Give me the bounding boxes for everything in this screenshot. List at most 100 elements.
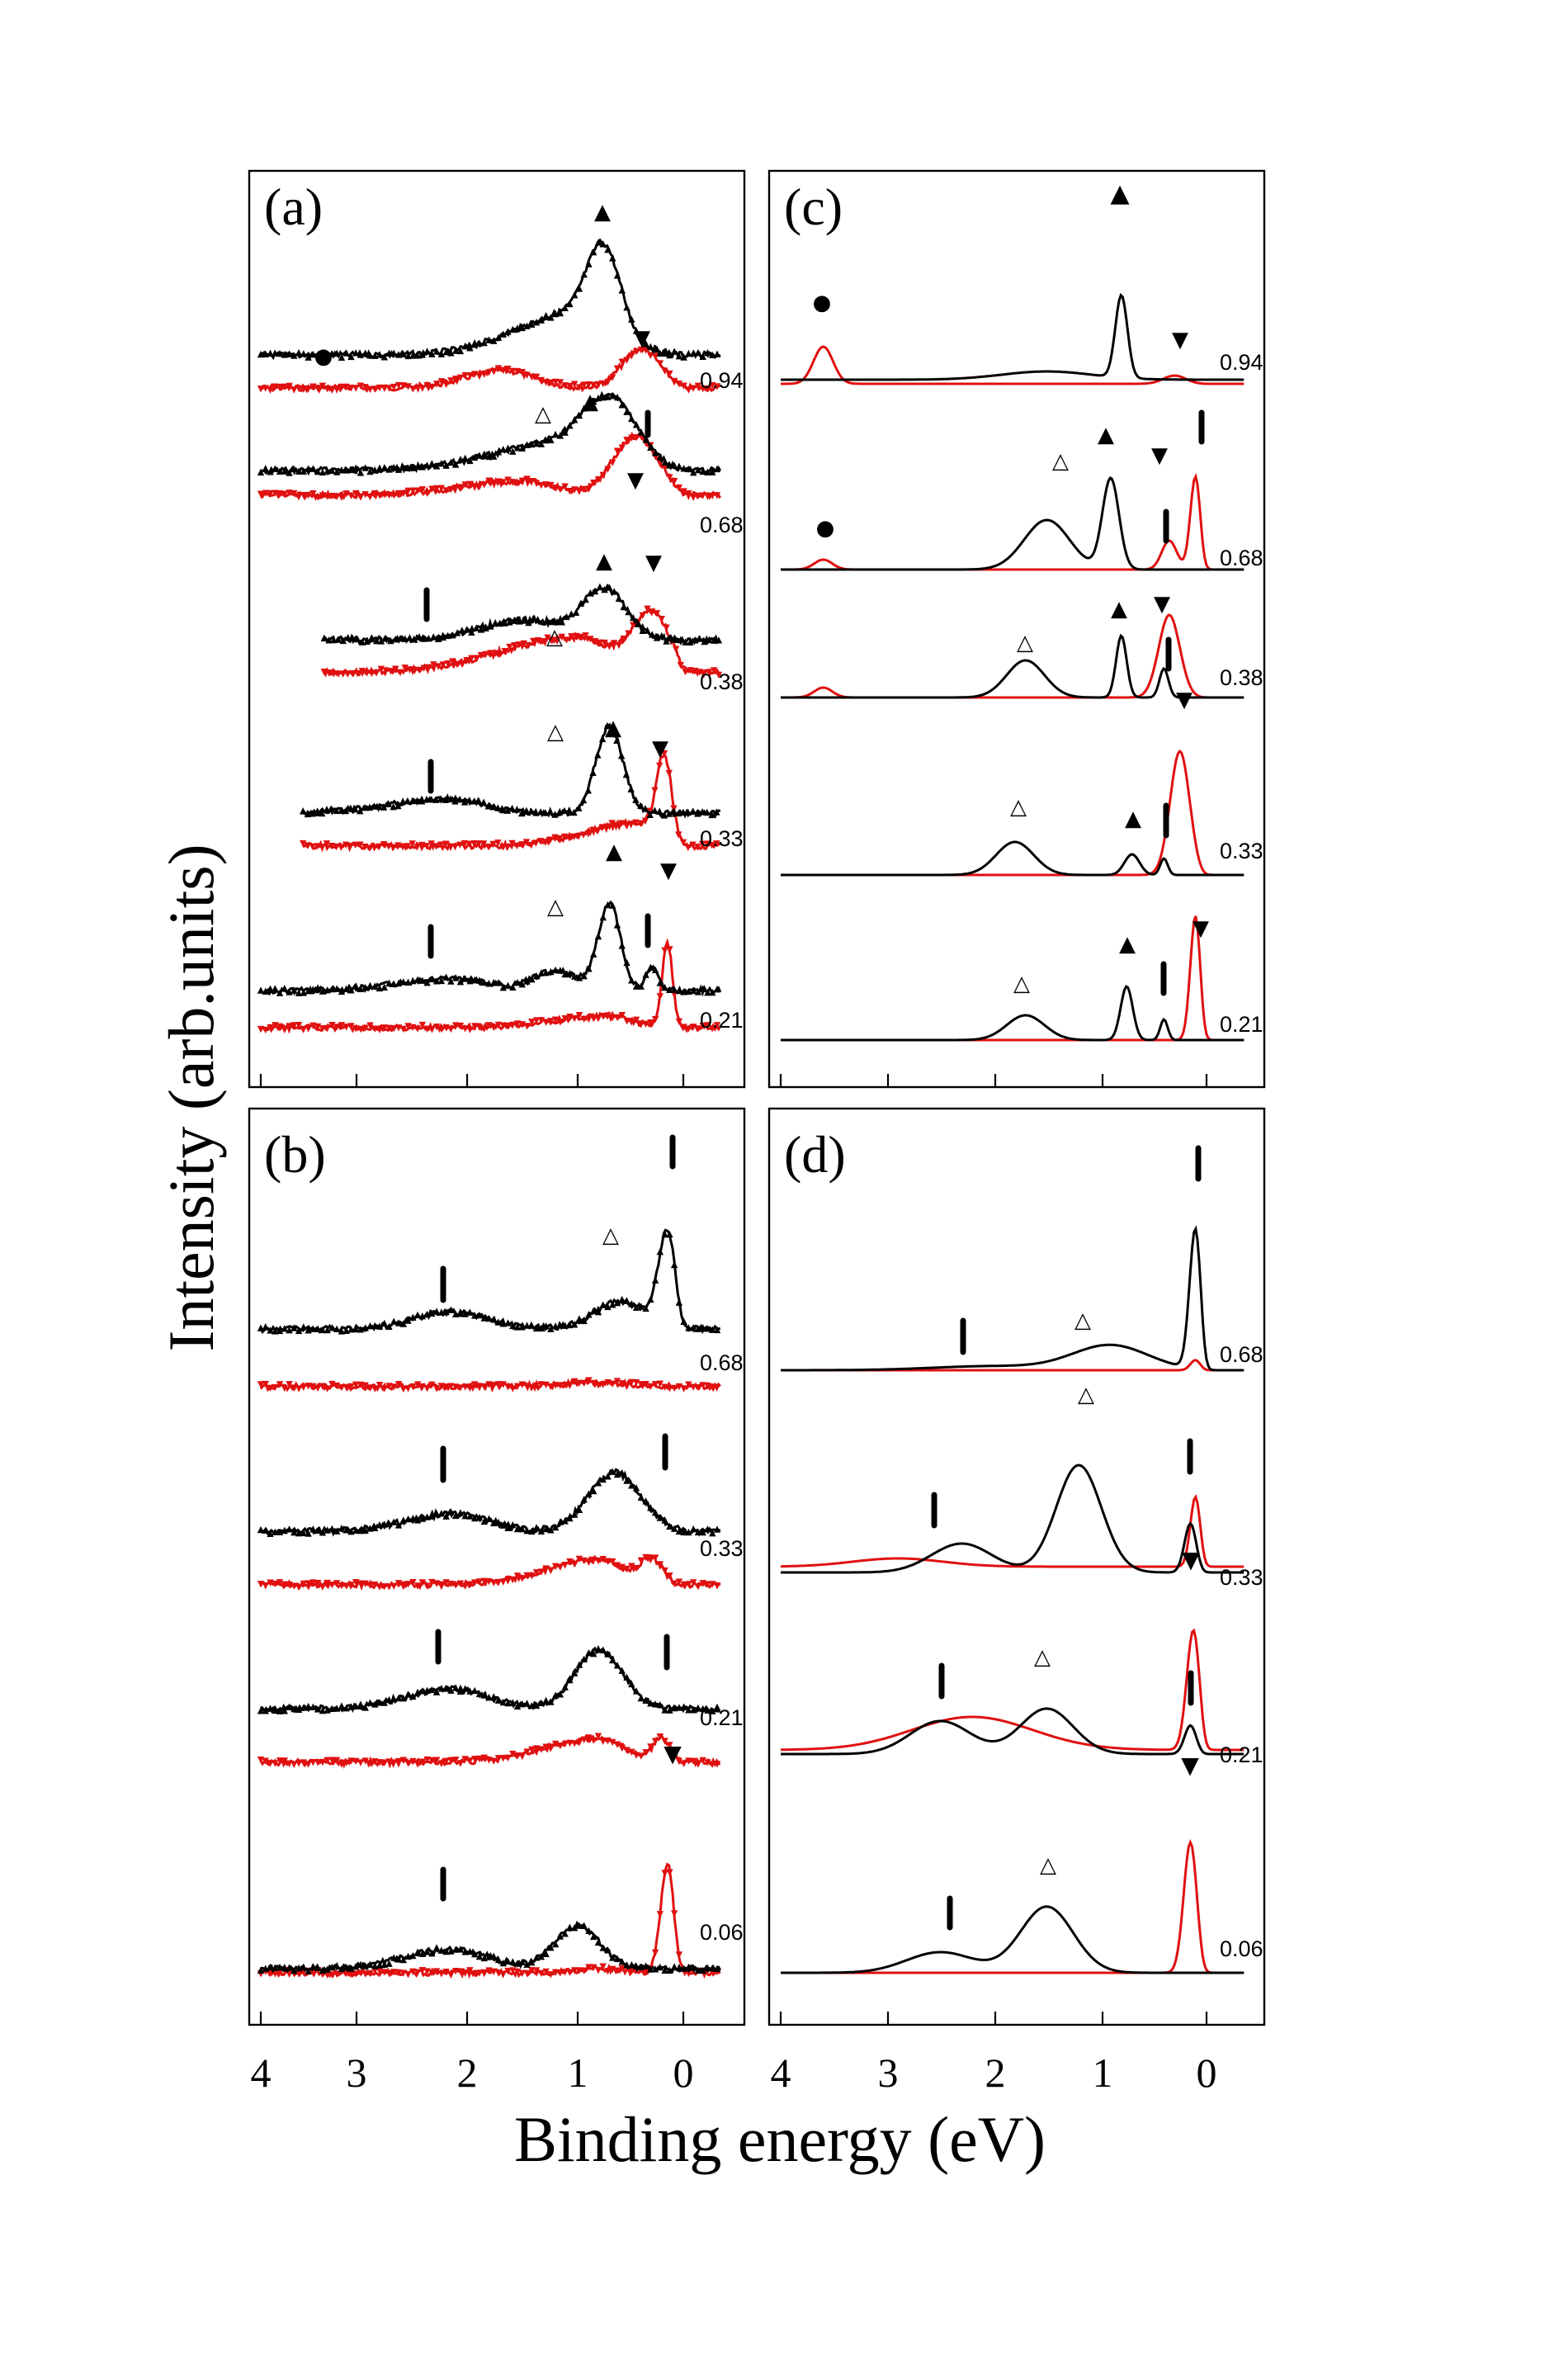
data-point: [713, 465, 721, 473]
series-red-0.33: [780, 1493, 1244, 1568]
data-point: [328, 1582, 336, 1589]
data-point: [547, 1567, 555, 1575]
data-point: [713, 1525, 721, 1533]
data-point: [401, 664, 409, 672]
data-point: [704, 1759, 711, 1766]
data-point: [357, 1580, 365, 1587]
feature-marker: ▲: [1098, 423, 1114, 447]
data-point: [466, 1512, 474, 1520]
data-point: [404, 1581, 412, 1588]
data-point: [556, 1563, 564, 1571]
data-point: [380, 1759, 388, 1766]
data-point: [485, 336, 493, 343]
data-point: [661, 983, 668, 991]
data-point: [262, 1526, 269, 1534]
data-point: [286, 1760, 293, 1768]
data-point: [542, 436, 550, 444]
data-point: [380, 1319, 388, 1327]
data-point: [585, 1927, 593, 1935]
data-point: [328, 386, 336, 394]
data-point: [413, 352, 422, 359]
data-point: [409, 797, 416, 805]
data-point: [319, 1706, 327, 1714]
data-point: [485, 1314, 493, 1322]
data-point: [542, 1968, 550, 1976]
data-point: [309, 810, 316, 817]
data-point: [357, 1381, 365, 1389]
data-point: [670, 986, 678, 993]
data-point: [357, 1025, 365, 1033]
data-point: [342, 1024, 350, 1031]
data-point: [463, 626, 470, 633]
data-point: [634, 620, 642, 627]
data-point: [475, 1514, 484, 1521]
series-black-0.68: [781, 1225, 1244, 1372]
data-point: [539, 617, 546, 626]
data-point: [666, 351, 673, 359]
data-point: [396, 635, 404, 642]
data-point: [556, 1322, 564, 1329]
data-point: [466, 1384, 474, 1392]
data-point: [670, 377, 678, 385]
data-point: [661, 1706, 668, 1714]
data-point: [490, 1693, 498, 1700]
panel-a-frame: [248, 169, 746, 1089]
data-point: [300, 491, 308, 499]
data-point: [528, 1746, 536, 1753]
data-point: [618, 942, 626, 949]
data-point: [575, 1661, 583, 1668]
data-point: [547, 1698, 555, 1705]
panel-b: 0.680.330.210.06△▼: [257, 1134, 744, 1979]
feature-marker: ▼: [660, 858, 677, 883]
data-point: [528, 1701, 536, 1709]
data-point: [286, 350, 293, 357]
data-point: [523, 1023, 531, 1030]
data-point: [267, 1024, 274, 1032]
data-point: [319, 1583, 327, 1591]
data-point: [451, 1383, 460, 1391]
data-point: [532, 319, 541, 326]
data-point: [694, 1583, 702, 1591]
data-point: [618, 1965, 626, 1973]
data-point: [570, 808, 578, 816]
data-point: [456, 841, 464, 849]
data-point: [305, 1761, 312, 1768]
data-point: [546, 836, 554, 844]
data-markers: [257, 946, 721, 1034]
data-point: [689, 494, 697, 502]
data-point: [504, 1383, 512, 1391]
data-point: [423, 348, 431, 355]
data-point: [636, 820, 645, 828]
data-point: [447, 1025, 455, 1033]
data-point: [642, 971, 649, 978]
data-point: [342, 985, 350, 992]
data-point: [413, 384, 422, 392]
data-point: [506, 643, 513, 651]
data-point: [347, 1703, 355, 1710]
data-point: [432, 1580, 441, 1587]
data-point: [428, 1309, 436, 1317]
data-point: [566, 382, 574, 390]
data-point: [518, 1752, 526, 1761]
data-point: [520, 640, 527, 648]
data-point: [523, 371, 531, 379]
data-point: [290, 489, 298, 498]
data-point: [551, 1322, 560, 1330]
data-point: [257, 385, 265, 393]
data-point: [528, 1967, 536, 1974]
data-point: [568, 633, 575, 641]
data-point: [390, 491, 398, 499]
data-point: [295, 1970, 303, 1978]
data-point: [509, 1699, 517, 1706]
data-point: [689, 986, 697, 995]
curve-label-0.06: 0.06: [1220, 1936, 1263, 1961]
curve-label-0.94: 0.94: [1220, 350, 1263, 375]
data-point: [399, 978, 407, 986]
data-point: [353, 635, 361, 643]
data-point: [485, 477, 493, 485]
data-point: [286, 489, 293, 497]
data-point: [300, 1963, 308, 1970]
data-point: [523, 441, 531, 448]
data-point: [477, 651, 485, 660]
data-point: [561, 1381, 569, 1389]
